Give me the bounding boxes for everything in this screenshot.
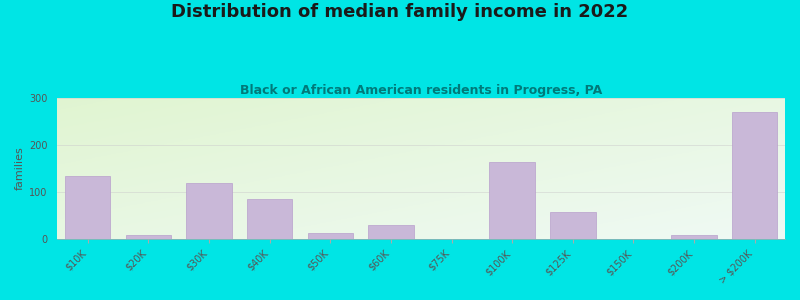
Title: Black or African American residents in Progress, PA: Black or African American residents in P…	[240, 84, 602, 97]
Bar	[186, 183, 232, 239]
Bar	[550, 212, 595, 239]
Bar	[490, 162, 535, 239]
Bar	[368, 225, 414, 239]
Bar	[126, 235, 171, 239]
Bar	[732, 112, 778, 239]
Y-axis label: families: families	[15, 147, 25, 190]
Bar	[671, 235, 717, 239]
Bar	[307, 233, 353, 239]
Bar	[65, 176, 110, 239]
Text: Distribution of median family income in 2022: Distribution of median family income in …	[171, 3, 629, 21]
Bar	[247, 199, 292, 239]
